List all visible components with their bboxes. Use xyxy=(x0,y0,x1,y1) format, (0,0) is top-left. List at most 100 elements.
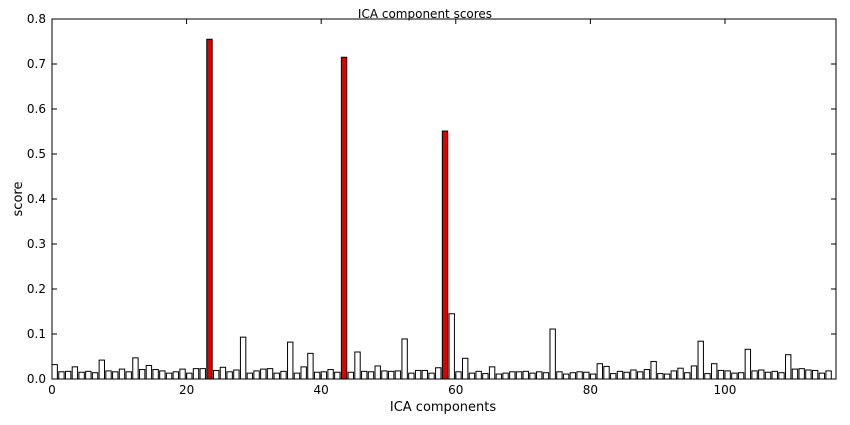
bar-69 xyxy=(515,371,523,380)
bar-106 xyxy=(764,371,772,380)
bar-73 xyxy=(542,372,550,380)
bar-83 xyxy=(610,373,617,380)
bar-65 xyxy=(488,366,496,380)
bar-84 xyxy=(616,370,624,380)
bar-79 xyxy=(583,371,590,380)
bar-36 xyxy=(293,372,301,380)
bar-81 xyxy=(596,363,603,380)
bar-26 xyxy=(226,371,233,380)
bar-6 xyxy=(91,372,99,380)
bar-22 xyxy=(199,368,206,380)
bar-112 xyxy=(805,369,812,380)
bar-66 xyxy=(495,373,503,380)
bar-111 xyxy=(798,368,805,380)
bar-45 xyxy=(354,351,361,380)
y-axis-label: score xyxy=(11,182,26,217)
bar-98 xyxy=(711,363,718,380)
bar-0 xyxy=(51,364,58,380)
y-tick-label: 0.1 xyxy=(27,327,46,341)
bar-41 xyxy=(327,369,334,380)
bar-103 xyxy=(744,348,752,380)
bar-14 xyxy=(145,365,153,380)
bar-76 xyxy=(562,373,570,380)
bar-85 xyxy=(623,371,630,380)
bar-44 xyxy=(347,371,354,380)
x-tick-label: 80 xyxy=(583,383,598,397)
bar-92 xyxy=(670,370,677,380)
bar-68 xyxy=(509,371,516,380)
bar-20 xyxy=(186,372,193,380)
bar-57 xyxy=(435,367,442,380)
bar-77 xyxy=(569,372,577,380)
y-axis-ticks: 0.0 0.1 0.2 0.3 0.4 0.5 0.6 0.7 0.8 xyxy=(27,12,836,386)
bar-34 xyxy=(280,370,287,380)
bar-19 xyxy=(179,368,186,380)
bar-27 xyxy=(233,369,240,380)
bar-33 xyxy=(273,372,280,380)
bar-59 xyxy=(448,313,455,380)
bar-86 xyxy=(630,369,637,380)
bar-32 xyxy=(266,368,274,380)
y-tick-label: 0.7 xyxy=(27,57,46,71)
bar-91 xyxy=(663,373,671,380)
bar-62 xyxy=(468,372,476,380)
bar-105 xyxy=(758,369,765,380)
bar-52 xyxy=(401,338,408,380)
bar-113 xyxy=(811,369,819,380)
bar-2 xyxy=(64,370,72,380)
bar-49 xyxy=(381,370,388,380)
bar-99 xyxy=(717,369,725,380)
bar-17 xyxy=(165,372,173,380)
bar-7 xyxy=(98,359,105,380)
bar-39 xyxy=(313,371,321,380)
bar-3 xyxy=(71,366,79,380)
bar-72 xyxy=(536,371,543,380)
bar-64 xyxy=(482,373,489,380)
highlighted-bar-58 xyxy=(441,130,449,380)
y-tick-label: 0.2 xyxy=(27,282,46,296)
bar-29 xyxy=(246,372,254,380)
y-tick-label: 0.0 xyxy=(27,372,46,386)
bar-108 xyxy=(778,372,785,380)
bar-109 xyxy=(785,354,792,380)
bar-100 xyxy=(724,370,731,380)
bar-37 xyxy=(300,366,307,380)
bar-16 xyxy=(159,370,166,380)
bar-94 xyxy=(684,372,691,380)
bar-25 xyxy=(219,366,227,380)
bar-107 xyxy=(771,370,778,380)
bar-40 xyxy=(320,371,328,380)
bar-56 xyxy=(428,372,435,380)
bar-115 xyxy=(825,370,832,380)
bar-87 xyxy=(636,371,644,380)
bar-74 xyxy=(549,328,556,380)
bar-21 xyxy=(192,368,200,380)
bar-55 xyxy=(421,369,429,380)
bar-11 xyxy=(125,371,132,380)
bar-63 xyxy=(475,370,482,380)
bar-93 xyxy=(677,367,684,380)
bar-110 xyxy=(791,368,799,380)
bar-12 xyxy=(132,357,139,380)
bar-47 xyxy=(367,371,375,380)
bar-114 xyxy=(818,372,826,380)
x-tick-label: 60 xyxy=(448,383,463,397)
bar-89 xyxy=(650,360,657,380)
bar-101 xyxy=(731,372,738,380)
bar-31 xyxy=(260,368,267,380)
x-tick-label: 0 xyxy=(48,383,56,397)
bar-80 xyxy=(589,373,597,380)
x-tick-label: 40 xyxy=(314,383,329,397)
bar-38 xyxy=(307,352,314,380)
bar-1 xyxy=(58,371,65,380)
highlighted-bar-43 xyxy=(340,56,348,380)
bar-51 xyxy=(394,370,402,380)
bar-70 xyxy=(522,370,529,380)
bar-9 xyxy=(112,371,119,380)
bar-95 xyxy=(690,365,698,380)
bar-13 xyxy=(138,369,146,380)
bar-82 xyxy=(603,365,610,380)
x-axis-label: ICA components xyxy=(390,400,496,415)
bar-28 xyxy=(239,336,247,380)
